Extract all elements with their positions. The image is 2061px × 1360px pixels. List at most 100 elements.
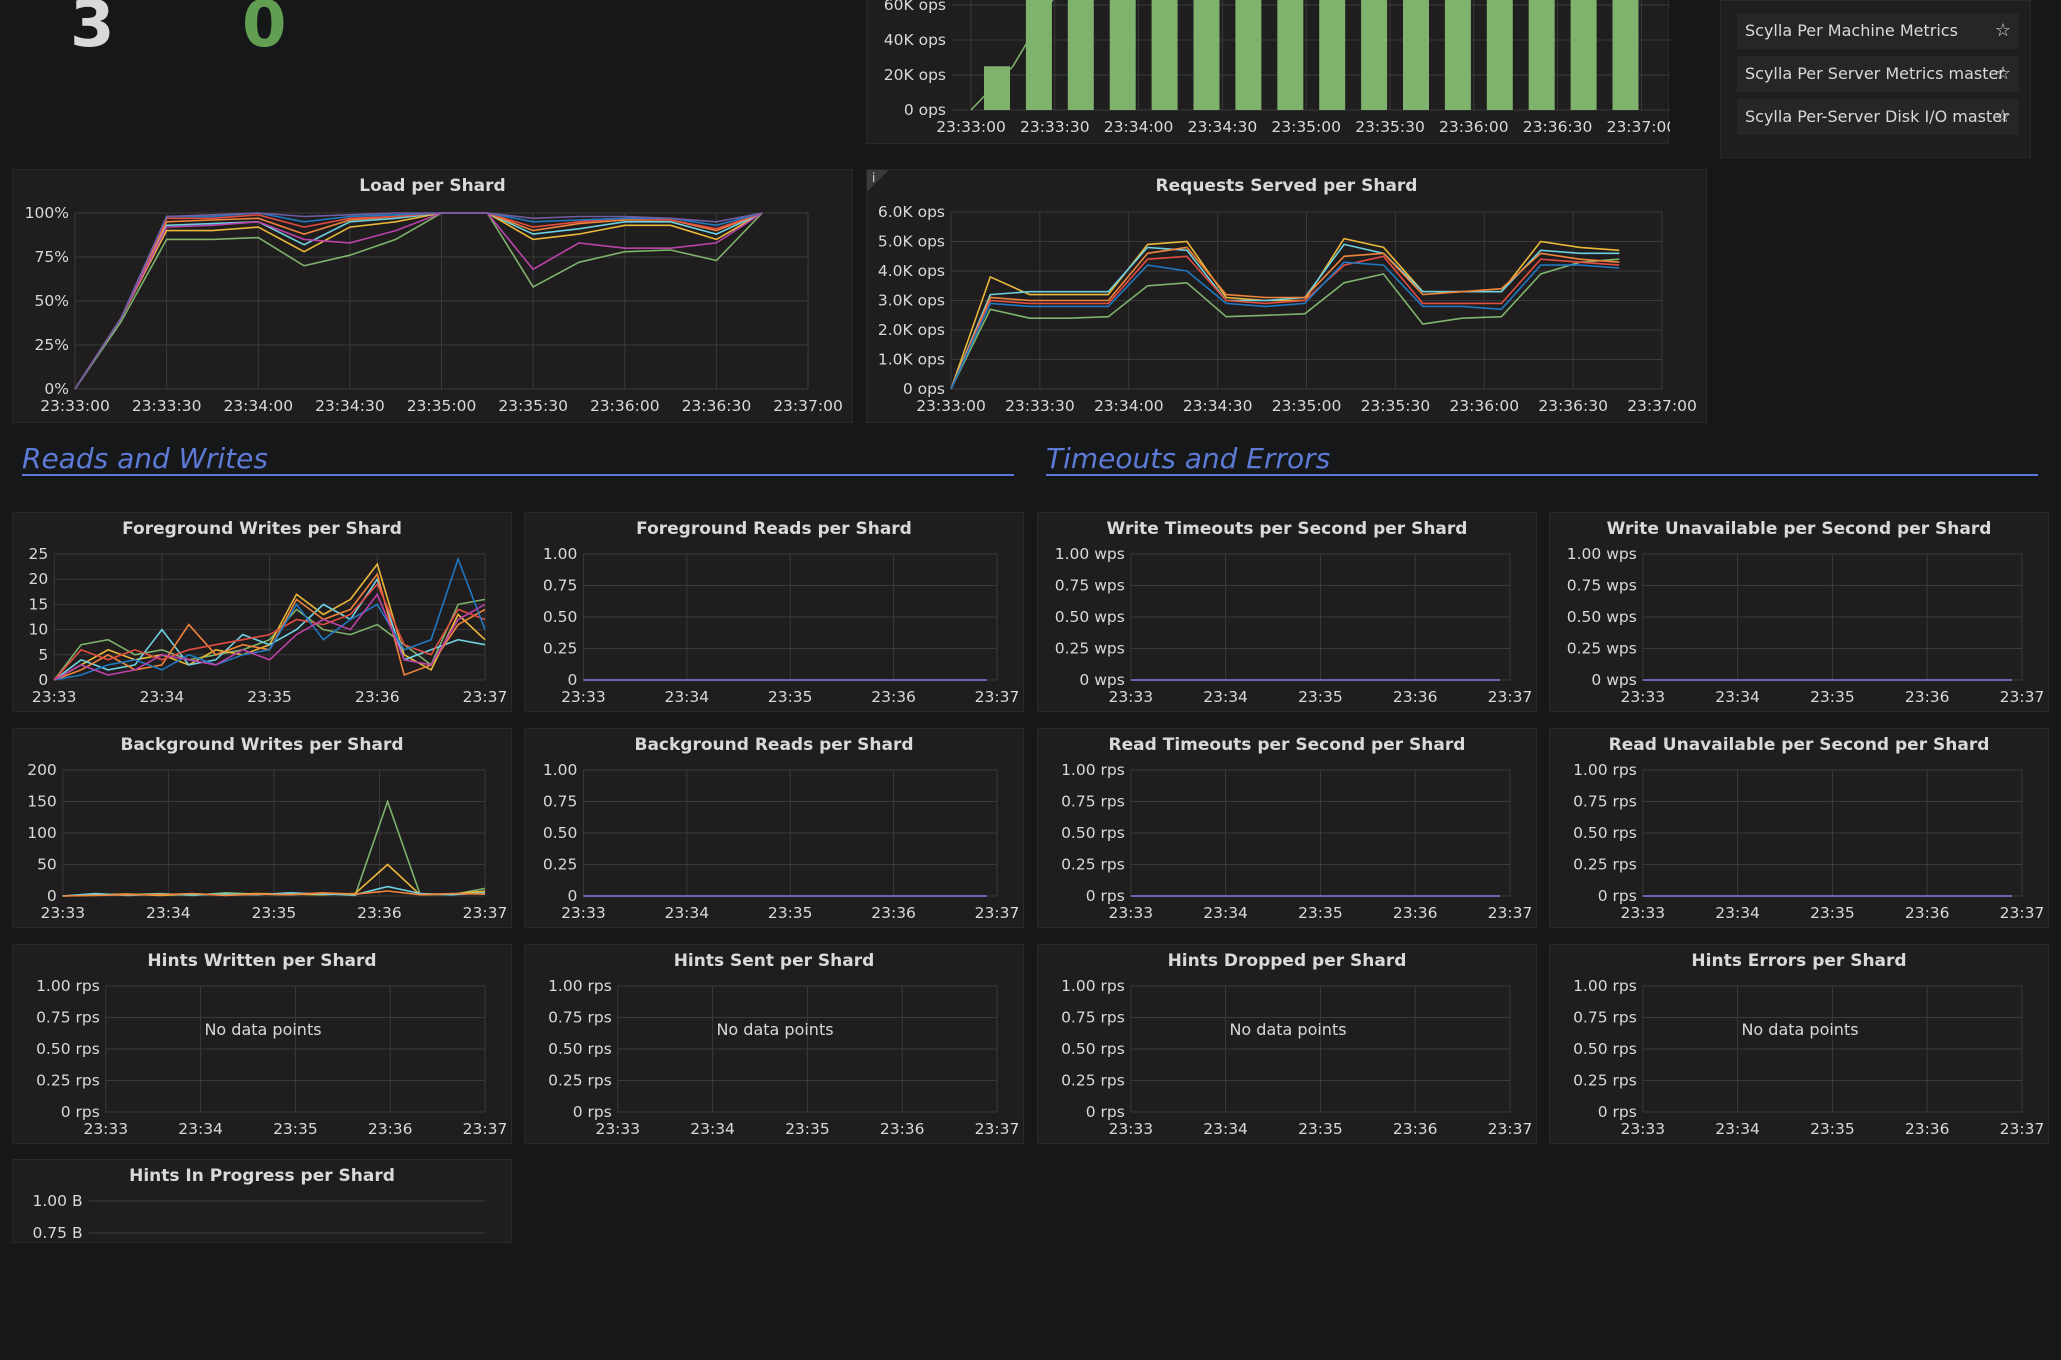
x-tick-label: 23:37 [463, 688, 508, 706]
bar [1235, 0, 1262, 110]
x-tick-label: 23:36 [1393, 688, 1438, 706]
star-icon[interactable]: ☆ [1994, 63, 2011, 84]
bar [1319, 0, 1346, 110]
row-title-reads-writes[interactable]: Reads and Writes [22, 442, 268, 475]
x-tick-label: 23:36 [1393, 904, 1438, 922]
y-tick-label: 25 [28, 545, 48, 563]
row-title-timeouts-errors[interactable]: Timeouts and Errors [1046, 442, 1331, 475]
y-tick-label: 0.75 rps [1061, 1009, 1125, 1027]
y-tick-label: 50% [35, 292, 69, 310]
y-tick-label: 0.50 [543, 824, 578, 842]
y-tick-label: 0.50 rps [1061, 1040, 1125, 1058]
load-per-shard-chart: 0% 25% 50% 75% 100% 23:33:00 23:33:30 23:34:00 2… [25, 204, 843, 415]
y-tick-label: 0.25 [543, 640, 578, 658]
x-tick-label: 23:33:00 [916, 397, 986, 415]
bg-writes-chart: 0 50 100 150 200 23:33 23:34 23:35 23:36 23:37 [27, 761, 507, 922]
x-tick-label: 23:37 [463, 1120, 508, 1138]
hints-written-panel: Hints Written per Shard 0 rps 0.25 rps 0.50… [12, 944, 512, 1144]
y-tick-label: 0 wps [1079, 671, 1124, 689]
dashboard-link-disk-io[interactable]: Scylla Per-Server Disk I/O master ☆ [1737, 99, 2019, 135]
stat-value-nodes: 3 [70, 0, 115, 62]
series-line [950, 261, 1620, 390]
read-timeouts-chart: 0 rps 0.25 rps 0.50 rps 0.75 rps 1.00 rps 23:… [1061, 761, 1532, 922]
bar [1151, 0, 1178, 110]
series-line [970, 0, 1054, 111]
x-tick-label: 23:34 [1203, 1120, 1248, 1138]
x-tick-label: 23:34 [1715, 1120, 1760, 1138]
x-tick-label: 23:37:00 [1627, 397, 1697, 415]
star-icon[interactable]: ☆ [1994, 106, 2011, 127]
y-tick-label: 1.00 B [33, 1192, 83, 1210]
x-tick-label: 23:33:30 [1005, 397, 1075, 415]
x-tick-label: 23:34 [1203, 904, 1248, 922]
x-tick-label: 23:36:00 [1449, 397, 1519, 415]
y-tick-label: 1.00 rps [1061, 977, 1125, 995]
row-divider [1046, 474, 2038, 476]
bar [1486, 0, 1513, 110]
y-tick-label: 1.00 rps [1573, 977, 1637, 995]
x-tick-label: 23:36 [368, 1120, 413, 1138]
y-tick-label: 0.75 rps [1573, 1009, 1637, 1027]
x-tick-label: 23:34:30 [1183, 397, 1253, 415]
y-tick-label: 200 [27, 761, 57, 779]
y-tick-label: 0.25 rps [1573, 856, 1637, 874]
x-tick-label: 23:35 [252, 904, 297, 922]
panel-title: Write Timeouts per Second per Shard [1106, 519, 1468, 539]
x-tick-label: 23:34:30 [315, 397, 385, 415]
fg-writes-chart: 0 5 10 15 20 25 23:33 23:34 23:35 23:36 23:37 [28, 545, 508, 706]
x-tick-label: 23:33 [83, 1120, 128, 1138]
y-tick-label: 0.50 rps [1573, 1040, 1637, 1058]
series-line [54, 556, 486, 681]
dashboard-link-server-metrics[interactable]: Scylla Per Server Metrics master ☆ [1737, 56, 2019, 92]
x-tick-label: 23:35 [768, 904, 813, 922]
x-tick-label: 23:37 [1488, 688, 1533, 706]
x-tick-label: 23:34 [690, 1120, 735, 1138]
y-tick-label: 0.50 rps [548, 1040, 612, 1058]
y-tick-label: 1.00 rps [36, 977, 100, 995]
x-tick-label: 23:34 [146, 904, 191, 922]
y-tick-label: 0.50 wps [1567, 608, 1637, 626]
bar [1444, 0, 1471, 110]
y-tick-label: 0 rps [61, 1103, 100, 1121]
y-tick-label: 0.25 rps [548, 1072, 612, 1090]
series-line [53, 598, 486, 681]
y-tick-label: 5.0K ops [878, 233, 945, 251]
hints-sent-panel: Hints Sent per Shard 0 rps 0.25 rps 0.50 rp… [524, 944, 1024, 1144]
x-tick-label: 23:35 [247, 688, 292, 706]
y-tick-label: 0 wps [1591, 671, 1636, 689]
y-tick-label: 1.00 wps [1055, 545, 1125, 563]
info-icon[interactable]: i [867, 170, 889, 192]
x-tick-label: 23:37 [2000, 904, 2045, 922]
x-tick-label: 23:37 [975, 688, 1020, 706]
bg-reads-panel: Background Reads per Shard 0 0.25 0.50 0.75 1… [524, 728, 1024, 928]
x-tick-label: 23:36:30 [1538, 397, 1608, 415]
y-tick-label: 60K ops [884, 0, 946, 14]
write-timeouts-chart: 0 wps 0.25 wps 0.50 wps 0.75 wps 1.00 wps 23:… [1055, 545, 1533, 706]
x-tick-label: 23:36 [1905, 904, 1950, 922]
y-tick-label: 0.25 rps [36, 1072, 100, 1090]
y-tick-label: 1.00 rps [1061, 761, 1125, 779]
x-tick-label: 23:35 [1298, 688, 1343, 706]
star-icon[interactable]: ☆ [1994, 20, 2011, 41]
y-tick-label: 0 [47, 887, 57, 905]
x-tick-label: 23:33 [1108, 904, 1153, 922]
y-tick-label: 75% [35, 248, 69, 266]
dashboard-link-machine-metrics[interactable]: Scylla Per Machine Metrics master ☆ [1737, 13, 2019, 76]
x-tick-label: 23:33 [1620, 1120, 1665, 1138]
requests-served-panel: i Requests Served per Shard 0 ops 1.0K op… [866, 169, 1707, 423]
y-tick-label: 0.25 [543, 856, 578, 874]
no-data-label: No data points [1741, 1020, 1858, 1039]
x-tick-label: 23:33 [561, 904, 606, 922]
dashboard-link-label: Scylla Per Server Metrics master [1745, 64, 2005, 83]
x-tick-label: 23:33 [1620, 904, 1665, 922]
y-tick-label: 0.25 wps [1567, 640, 1637, 658]
x-tick-label: 23:36 [1393, 1120, 1438, 1138]
series-line [53, 577, 486, 681]
bar [1277, 0, 1304, 110]
x-tick-label: 23:35:30 [1361, 397, 1431, 415]
x-tick-label: 23:37 [1488, 1120, 1533, 1138]
write-timeouts-panel: Write Timeouts per Second per Shard 0 wps… [1037, 512, 1537, 712]
hints-errors-chart: 0 rps 0.25 rps 0.50 rps 0.75 rps 1.00 rps 23:… [1573, 977, 2045, 1138]
x-tick-label: 23:37 [2000, 1120, 2045, 1138]
y-tick-label: 25% [35, 336, 69, 354]
